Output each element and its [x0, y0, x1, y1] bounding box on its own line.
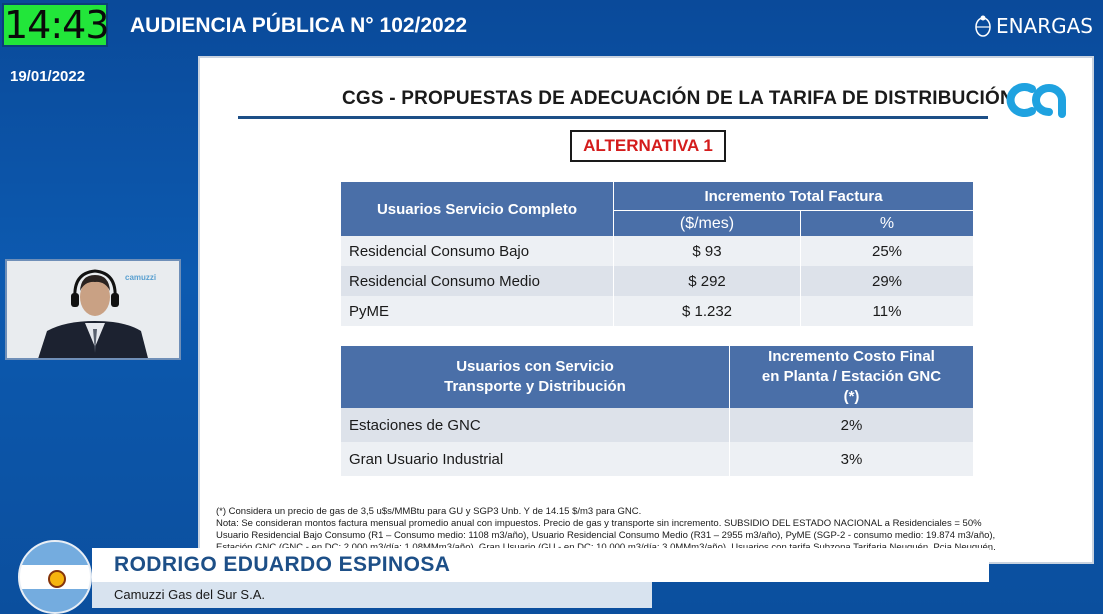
clock: 14:43 [2, 3, 110, 47]
speaker-silhouette-icon [38, 269, 148, 358]
footnote-line: Nota: Se consideran montos factura mensu… [216, 518, 982, 529]
row-pct: 25% [801, 236, 973, 266]
subheader-pct: % [801, 210, 973, 236]
sun-of-may-icon [48, 570, 66, 588]
speaker-org-bar: Camuzzi Gas del Sur S.A. [92, 582, 652, 608]
row-label: Gran Usuario Industrial [341, 442, 729, 476]
footnote-line: (*) Considera un precio de gas de 3,5 u$… [216, 506, 642, 517]
webcam-logo: camuzzi [125, 273, 157, 282]
title-divider [238, 116, 988, 119]
transport-distribution-table: Usuarios con Servicio Transporte y Distr… [340, 346, 974, 476]
table-row: Residencial Consumo Medio $ 292 29% [341, 266, 973, 296]
table-row: Gran Usuario Industrial 3% [341, 442, 973, 476]
presentation-slide: CGS - PROPUESTAS DE ADECUACIÓN DE LA TAR… [198, 56, 1094, 564]
speaker-organization: Camuzzi Gas del Sur S.A. [114, 587, 265, 602]
slide-title: CGS - PROPUESTAS DE ADECUACIÓN DE LA TAR… [342, 88, 1014, 109]
enargas-logo: ENARGAS [974, 14, 1093, 38]
table-row: Residencial Consumo Bajo $ 93 25% [341, 236, 973, 266]
footnotes: (*) Considera un precio de gas de 3,5 u$… [216, 506, 1078, 554]
row-pct: 11% [801, 296, 973, 326]
footnote-line: Estación GNC (GNC - en DC: 2.000 m3/día:… [216, 542, 1078, 554]
row-amount: $ 93 [614, 236, 800, 266]
table-row: PyME $ 1.232 11% [341, 296, 973, 326]
row-amount: $ 292 [614, 266, 800, 296]
row-pct: 2% [730, 408, 973, 442]
event-date: 19/01/2022 [10, 68, 86, 85]
speaker-name-bar: RODRIGO EDUARDO ESPINOSA [92, 548, 989, 582]
subheader-amount: ($/mes) [614, 210, 800, 236]
argentina-emblem-icon [975, 15, 991, 37]
full-service-table: Usuarios Servicio Completo Incremento To… [340, 182, 974, 326]
speaker-webcam: camuzzi [5, 259, 181, 360]
col-header-line: (*) [843, 388, 860, 405]
alternative-label: ALTERNATIVA 1 [570, 130, 726, 162]
row-label: PyME [341, 296, 613, 326]
row-label: Residencial Consumo Bajo [341, 236, 613, 266]
row-label: Estaciones de GNC [341, 408, 729, 442]
row-amount: $ 1.232 [614, 296, 800, 326]
col-header-line: Usuarios con Servicio [456, 358, 614, 375]
col-header-line: Incremento Costo Final [768, 348, 935, 365]
col-header-users: Usuarios con Servicio Transporte y Distr… [341, 346, 729, 408]
col-header-line: Transporte y Distribución [444, 378, 626, 395]
camuzzi-ca-logo-icon [1006, 83, 1066, 118]
argentina-flag-icon [18, 540, 92, 614]
footnote-line: Usuario Residencial Bajo Consumo (R1 – C… [216, 530, 996, 541]
speaker-name: RODRIGO EDUARDO ESPINOSA [114, 553, 451, 576]
row-pct: 29% [801, 266, 973, 296]
brand-label: ENARGAS [995, 14, 1093, 38]
table-row: Estaciones de GNC 2% [341, 408, 973, 442]
row-label: Residencial Consumo Medio [341, 266, 613, 296]
col-header-users: Usuarios Servicio Completo [341, 182, 613, 236]
col-header-increment: Incremento Costo Final en Planta / Estac… [730, 346, 973, 408]
col-header-line: en Planta / Estación GNC [761, 368, 942, 385]
row-pct: 3% [730, 442, 973, 476]
col-header-increment: Incremento Total Factura [614, 182, 973, 210]
event-title: AUDIENCIA PÚBLICA N° 102/2022 [130, 14, 468, 37]
